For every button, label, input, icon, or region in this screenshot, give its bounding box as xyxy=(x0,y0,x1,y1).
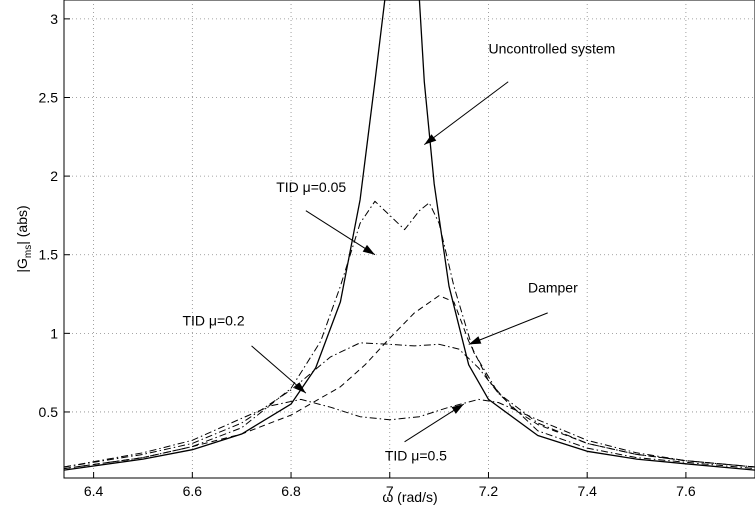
y-tick-label: 2.5 xyxy=(39,89,59,105)
annotation-arrow-line xyxy=(424,81,509,146)
annotations: Uncontrolled system TID μ=0.05 Damper TID μ… xyxy=(182,40,615,463)
annotation-arrow-line xyxy=(305,210,376,256)
series-line-uncontrolled-system xyxy=(63,0,755,471)
x-axis-ticks: 6.4 6.6 6.8 7 7.2 7.4 7.6 xyxy=(84,472,696,499)
y-tick-label: 1 xyxy=(50,325,58,341)
annotation-label: TID μ=0.05 xyxy=(276,179,346,195)
series-lines xyxy=(63,0,755,471)
annotation-label: Damper xyxy=(528,279,578,295)
series-line-tid-0-05 xyxy=(63,200,755,470)
x-tick-label: 6.4 xyxy=(84,483,104,499)
y-axis-label-subscript: ms xyxy=(23,245,34,258)
y-axis-label-main: |G xyxy=(14,258,30,273)
y-axis-label-rest: | (abs) xyxy=(14,205,30,244)
series-line-damper xyxy=(63,295,755,470)
annotation-arrow-head xyxy=(468,336,482,345)
x-tick-label: 7.4 xyxy=(577,483,597,499)
annotation-arrow-head xyxy=(451,404,464,414)
annotation-arrow-line xyxy=(468,312,548,345)
x-tick-label: 7.6 xyxy=(676,483,696,499)
x-tick-label: 7 xyxy=(386,483,394,499)
y-axis-label: |Gms| (abs) xyxy=(14,205,34,272)
y-tick-label: 1.5 xyxy=(39,247,59,263)
annotation-arrow-head xyxy=(424,134,437,145)
series-line-tid-0-2 xyxy=(63,342,755,468)
annotation-label: Uncontrolled system xyxy=(488,40,615,56)
y-tick-label: 2 xyxy=(50,168,58,184)
x-tick-label: 6.8 xyxy=(281,483,301,499)
plot-area xyxy=(63,0,755,479)
y-tick-label: 3 xyxy=(50,11,58,27)
annotation-label: TID μ=0.2 xyxy=(182,312,244,328)
x-tick-label: 7.2 xyxy=(479,483,499,499)
annotation-label: TID μ=0.5 xyxy=(385,448,447,464)
x-tick-label: 6.6 xyxy=(183,483,203,499)
series-line-tid-0-5 xyxy=(63,398,755,468)
annotation-arrow-head xyxy=(362,244,375,255)
y-tick-label: 0.5 xyxy=(39,404,59,420)
y-axis-ticks: 0.5 1 1.5 2 2.5 3 xyxy=(39,11,70,420)
x-axis-label: ω (rad/s) xyxy=(382,489,437,505)
annotation-arrow-head xyxy=(294,382,306,394)
